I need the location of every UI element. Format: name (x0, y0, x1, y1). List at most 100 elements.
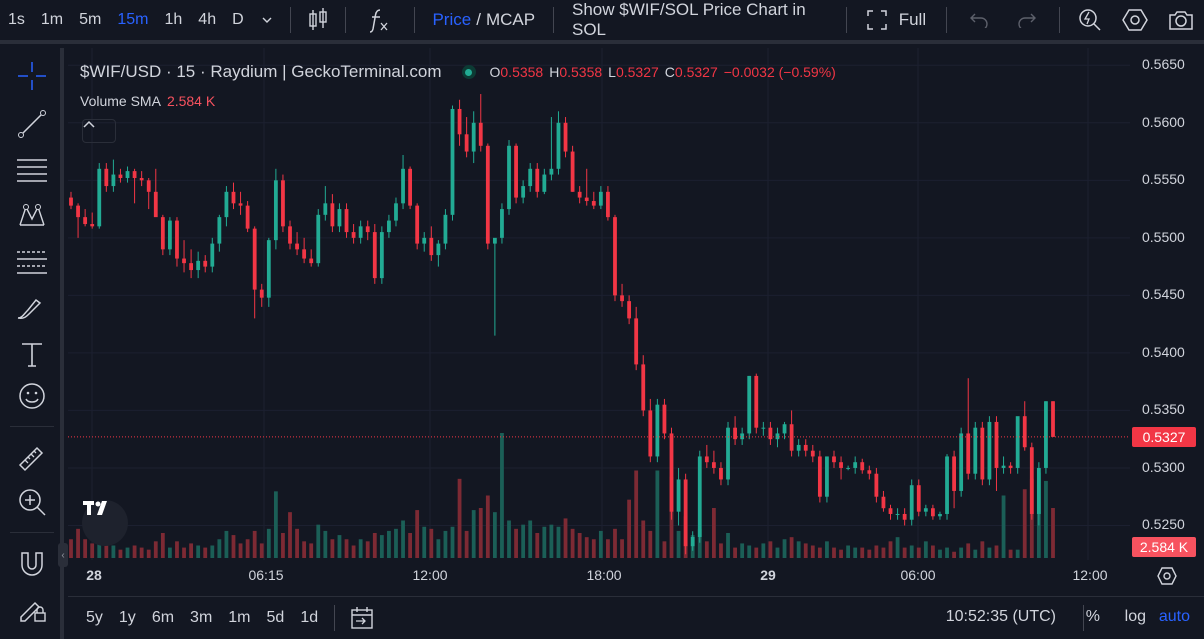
candle (146, 178, 151, 210)
timeframe-4h[interactable]: 4h (198, 11, 217, 28)
timeframe-1h[interactable]: 1h (164, 11, 183, 28)
volume-bar (521, 524, 526, 558)
candle (761, 421, 766, 436)
range-3m[interactable]: 3m (190, 609, 213, 626)
candle (916, 479, 921, 517)
price-tick-label: 0.5300 (1142, 458, 1185, 475)
range-1m[interactable]: 1m (228, 609, 251, 626)
log-scale-toggle[interactable]: log (1124, 608, 1146, 625)
candle (683, 473, 688, 555)
range-1y[interactable]: 1y (118, 609, 136, 626)
volume-bar (104, 539, 109, 558)
volume-bar (316, 524, 321, 558)
brush-tool[interactable] (14, 290, 50, 326)
redo-button[interactable] (1003, 0, 1051, 42)
volume-bar (351, 545, 356, 558)
candle-body (281, 180, 285, 227)
volume-bar (160, 533, 165, 558)
toolbar-collapse-handle[interactable]: ‹ (58, 543, 68, 567)
volume-bar (457, 478, 462, 558)
lock-drawings-tool[interactable] (14, 590, 50, 626)
chart-type-button[interactable] (299, 0, 337, 42)
price-axis[interactable]: 0.5650 0.5600 0.5550 0.5500 0.5450 0.5400 0.53… (1130, 48, 1204, 560)
price-mcap-toggle[interactable]: Price / MCAP (422, 0, 545, 42)
brush-icon (17, 298, 42, 319)
text-tool[interactable] (14, 336, 50, 372)
time-axis[interactable]: 28 06:15 12:00 18:00 29 06:00 12:00 (68, 560, 1130, 592)
candle (210, 237, 215, 273)
tradingview-logo[interactable] (82, 500, 128, 546)
zoom-tool[interactable] (14, 484, 50, 520)
time-tick-label: 06:15 (248, 567, 284, 583)
pattern-tool[interactable] (14, 198, 50, 234)
quick-search-button[interactable] (1068, 0, 1112, 42)
price-toggle-label[interactable]: Price (432, 10, 472, 29)
price-tick-label: 0.5550 (1142, 171, 1185, 188)
timeframe-D[interactable]: D (232, 11, 244, 28)
show-sol-chart-button[interactable]: Show $WIF/SOL Price Chart in SOL (562, 0, 838, 42)
candle (132, 168, 137, 204)
volume-bar (704, 541, 709, 558)
candle (810, 444, 815, 463)
candle-body (726, 427, 730, 480)
percent-scale-toggle[interactable]: % (1085, 608, 1100, 625)
candle-body (521, 186, 526, 198)
measure-tool[interactable] (14, 440, 50, 476)
candle (620, 283, 624, 307)
range-5d[interactable]: 5d (266, 609, 285, 626)
volume-bar (789, 537, 794, 558)
range-6m[interactable]: 6m (151, 609, 175, 626)
volume-bar (337, 535, 342, 558)
volume-bar (295, 528, 299, 558)
timeframe-dropdown-button[interactable] (252, 0, 282, 42)
magnet-tool[interactable] (14, 546, 50, 582)
volume-bar (740, 543, 745, 558)
candle-body (408, 168, 413, 206)
goto-date-button[interactable] (350, 606, 374, 635)
timeframe-1m[interactable]: 1m (40, 11, 64, 28)
horizontal-lines-tool[interactable] (14, 152, 50, 188)
candle-body (189, 263, 194, 271)
candle-body (719, 467, 723, 480)
range-5y[interactable]: 5y (86, 609, 103, 626)
candle (139, 171, 144, 187)
volume-bar (83, 539, 88, 558)
price-tick-label: 0.5250 (1142, 516, 1185, 533)
undo-icon (970, 13, 988, 28)
volume-bar (613, 528, 617, 558)
indicators-button[interactable] (354, 0, 406, 42)
candle-body (577, 191, 582, 198)
volume-bar (1015, 549, 1020, 558)
close-value: 0.5327 (674, 64, 718, 80)
lock-pencil-icon (20, 601, 46, 622)
settings-button[interactable] (1112, 0, 1158, 42)
timeframe-1s[interactable]: 1s (8, 11, 25, 28)
crosshair-tool[interactable] (14, 58, 50, 94)
mcap-toggle-label[interactable]: MCAP (485, 10, 536, 29)
undo-button[interactable] (955, 0, 1003, 42)
fullscreen-button[interactable]: Full (855, 0, 938, 42)
auto-scale-toggle[interactable]: auto (1158, 608, 1190, 625)
collapse-legend-button[interactable] (82, 119, 116, 143)
timeframe-5m[interactable]: 5m (79, 11, 102, 28)
screenshot-button[interactable] (1158, 0, 1204, 42)
axis-settings-button[interactable] (1130, 560, 1204, 592)
volume-bar (987, 547, 992, 558)
pattern-icon (19, 204, 45, 226)
candle-body (648, 410, 653, 457)
range-1d[interactable]: 1d (300, 609, 319, 626)
fib-tool[interactable] (14, 244, 50, 280)
chart-pane[interactable]: $WIF/USD · 15 · Raydium | GeckoTerminal.… (68, 48, 1130, 560)
volume-bar (916, 547, 921, 558)
utc-clock[interactable]: 10:52:35 (UTC) (945, 608, 1056, 625)
volume-bar (563, 518, 568, 558)
timeframe-15m[interactable]: 15m (117, 11, 149, 28)
volume-bar (1001, 495, 1006, 558)
candle-body (966, 433, 971, 474)
volume-bar (330, 539, 335, 558)
volume-bar (500, 433, 504, 558)
emoji-tool[interactable] (14, 378, 50, 414)
candle-body (591, 201, 596, 206)
volume-bar (168, 547, 172, 558)
trend-line-tool[interactable] (14, 106, 50, 142)
